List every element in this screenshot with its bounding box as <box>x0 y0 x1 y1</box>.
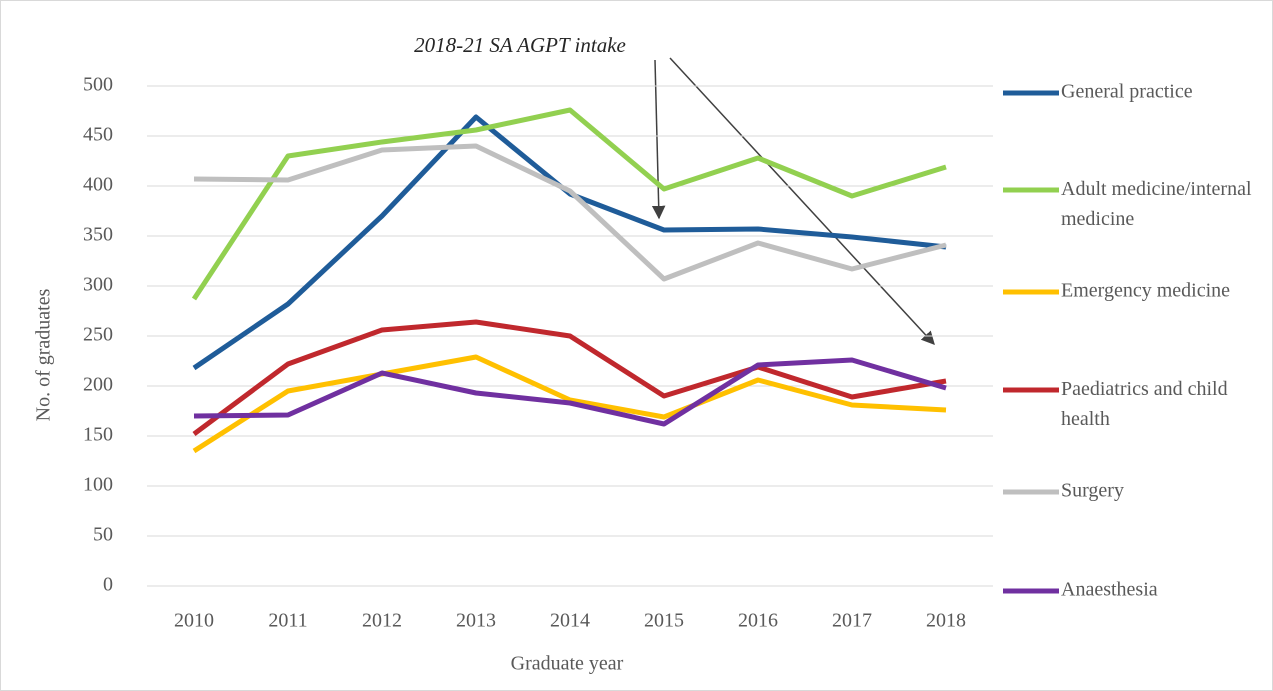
y-tick-label: 300 <box>83 274 113 296</box>
legend-label: General practice <box>1061 81 1193 103</box>
legend-label: Anaesthesia <box>1061 579 1158 601</box>
x-tick-label: 2010 <box>174 610 214 632</box>
series-line <box>193 357 947 427</box>
annotation: 2018-21 SA AGPT intake <box>414 33 626 57</box>
legend-label: Emergency medicine <box>1061 280 1230 302</box>
y-tick-label: 100 <box>83 474 113 496</box>
y-tick-label: 400 <box>83 174 113 196</box>
y-axis-label: No. of graduates <box>33 288 55 421</box>
y-tick-label: 350 <box>83 224 113 246</box>
x-tick-label: 2013 <box>456 610 496 632</box>
x-tick-label: 2016 <box>738 610 778 632</box>
y-tick-label: 250 <box>83 324 113 346</box>
y-tick-label: 200 <box>83 374 113 396</box>
legend-label: Surgery <box>1061 480 1124 502</box>
series-line <box>192 354 947 454</box>
x-tick-label: 2018 <box>926 610 966 632</box>
series-line <box>191 107 947 301</box>
x-tick-label: 2014 <box>550 610 590 632</box>
y-tick-label: 50 <box>93 524 113 546</box>
y-tick-label: 0 <box>103 574 113 596</box>
legend-label: Paediatrics and child health <box>1061 378 1228 430</box>
x-axis-label: Graduate year <box>511 653 624 675</box>
annotation-arrow <box>669 57 935 345</box>
x-tick-label: 2011 <box>268 610 307 632</box>
y-tick-label: 450 <box>83 124 113 146</box>
x-tick-label: 2012 <box>362 610 402 632</box>
x-tick-label: 2015 <box>644 610 684 632</box>
y-tick-label: 500 <box>83 74 113 96</box>
series-line <box>193 143 947 282</box>
legend-label: Adult medicine/internal medicine <box>1061 178 1252 230</box>
x-tick-label: 2017 <box>832 610 872 632</box>
y-tick-label: 150 <box>83 424 113 446</box>
series-line <box>192 319 947 437</box>
